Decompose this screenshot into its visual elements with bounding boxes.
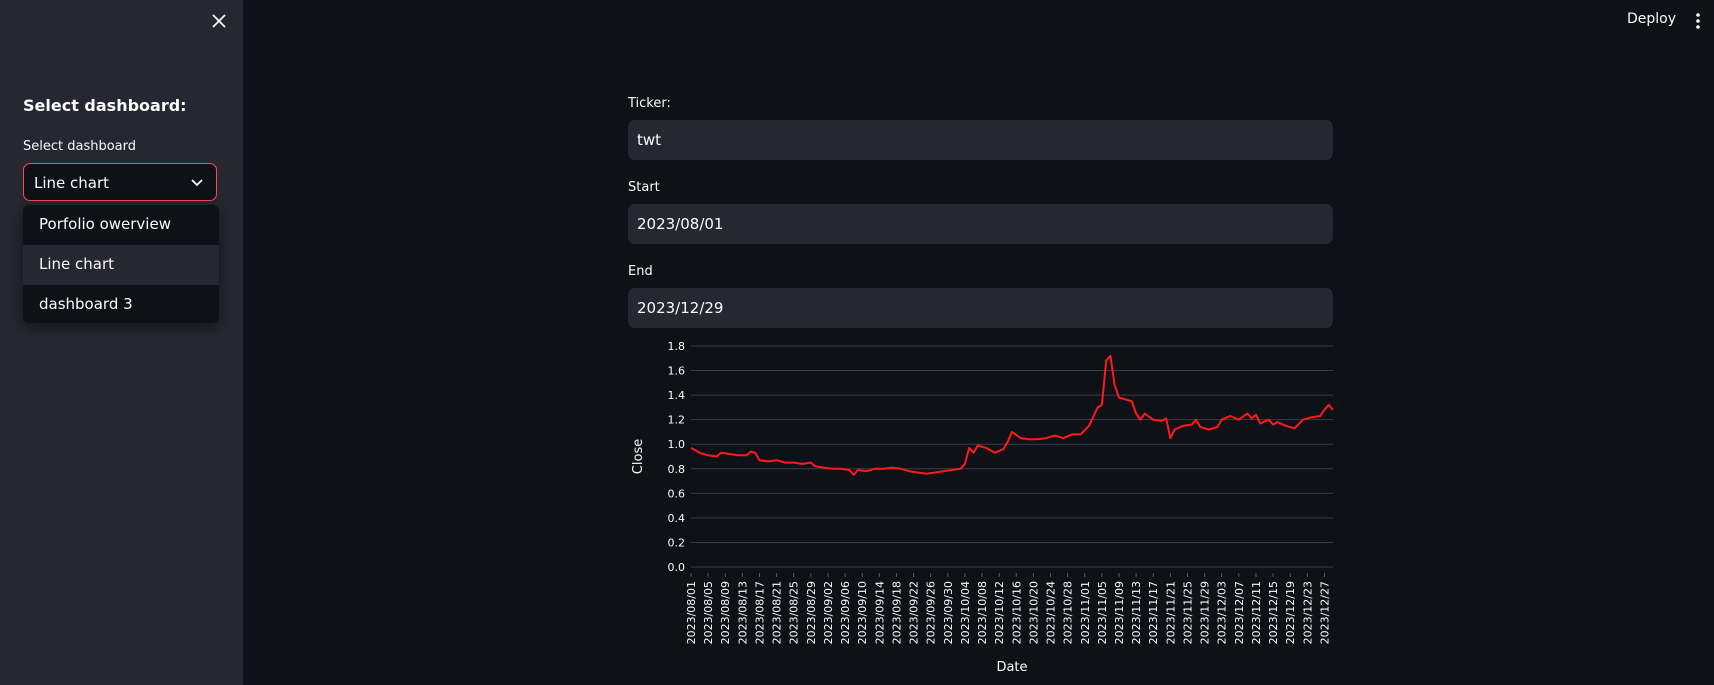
more-vertical-icon[interactable] bbox=[1690, 10, 1706, 32]
x-tick-label: 2023/09/26 bbox=[925, 581, 938, 644]
x-tick-label: 2023/08/29 bbox=[805, 581, 818, 644]
x-tick-label: 2023/08/13 bbox=[736, 581, 749, 644]
sidebar: Select dashboard: Select dashboard Line … bbox=[0, 0, 243, 685]
y-tick-label: 0.2 bbox=[668, 536, 686, 549]
x-tick-label: 2023/08/09 bbox=[719, 581, 732, 644]
x-tick-label: 2023/09/14 bbox=[873, 581, 886, 644]
x-tick-label: 2023/12/03 bbox=[1216, 581, 1229, 644]
y-tick-label: 0.8 bbox=[668, 463, 686, 476]
deploy-button[interactable]: Deploy bbox=[1627, 11, 1677, 27]
select-value: Line chart bbox=[34, 174, 110, 192]
x-tick-label: 2023/11/17 bbox=[1147, 581, 1160, 644]
x-tick-label: 2023/10/04 bbox=[959, 581, 972, 644]
x-tick-label: 2023/09/10 bbox=[856, 581, 869, 644]
x-tick-label: 2023/10/16 bbox=[1010, 581, 1023, 644]
x-tick-label: 2023/08/21 bbox=[771, 581, 784, 644]
x-tick-label: 2023/12/27 bbox=[1318, 581, 1331, 644]
x-tick-label: 2023/11/25 bbox=[1181, 581, 1194, 644]
option-line-chart[interactable]: Line chart bbox=[23, 245, 219, 285]
dashboard-dropdown: Porfolio owerview Line chart dashboard 3 bbox=[23, 205, 219, 323]
x-tick-label: 2023/08/17 bbox=[753, 581, 766, 644]
y-tick-label: 1.0 bbox=[668, 438, 686, 451]
x-tick-label: 2023/09/06 bbox=[839, 581, 852, 644]
ticker-label: Ticker: bbox=[628, 96, 671, 111]
y-tick-label: 1.6 bbox=[668, 365, 686, 378]
x-tick-label: 2023/08/01 bbox=[685, 581, 698, 644]
chevron-down-icon bbox=[191, 179, 203, 187]
x-tick-label: 2023/10/24 bbox=[1045, 581, 1058, 644]
close-price-line-chart: 0.0 0.2 0.4 0.6 0.8 1.0 1.2 1.4 1.6 1.8 2023/08/0… bbox=[631, 340, 1334, 675]
end-label: End bbox=[628, 264, 653, 279]
x-axis-title: Date bbox=[996, 660, 1027, 675]
x-tick-label: 2023/12/23 bbox=[1301, 581, 1314, 644]
x-tick-label: 2023/08/25 bbox=[788, 581, 801, 644]
x-tick-label: 2023/12/15 bbox=[1267, 581, 1280, 644]
x-tick-label: 2023/09/02 bbox=[822, 581, 835, 644]
x-tick-label: 2023/11/29 bbox=[1199, 581, 1212, 644]
x-tick-label: 2023/10/08 bbox=[976, 581, 989, 644]
x-tick-label: 2023/09/18 bbox=[890, 581, 903, 644]
option-dashboard-3[interactable]: dashboard 3 bbox=[39, 295, 133, 313]
x-tick-label: 2023/10/12 bbox=[993, 581, 1006, 644]
x-tick-label: 2023/10/20 bbox=[1027, 581, 1040, 644]
x-tick-label: 2023/11/05 bbox=[1096, 581, 1109, 644]
x-tick-label: 2023/09/22 bbox=[908, 581, 921, 644]
dashboard-select[interactable]: Line chart bbox=[23, 163, 217, 201]
x-tick-label: 2023/12/11 bbox=[1250, 581, 1263, 644]
x-tick-label: 2023/10/28 bbox=[1062, 581, 1075, 644]
y-tick-label: 0.6 bbox=[668, 487, 686, 500]
start-label: Start bbox=[628, 180, 660, 195]
ticker-input[interactable] bbox=[628, 120, 1333, 160]
y-tick-label: 1.2 bbox=[668, 414, 686, 427]
option-portfolio-overview[interactable]: Porfolio owerview bbox=[39, 215, 171, 233]
x-tick-label: 2023/11/21 bbox=[1164, 581, 1177, 644]
x-tick-label: 2023/11/13 bbox=[1130, 581, 1143, 644]
y-axis-title: Close bbox=[631, 439, 646, 474]
x-tick-label: 2023/08/05 bbox=[702, 581, 715, 644]
y-tick-label: 1.4 bbox=[668, 389, 686, 402]
end-date-input[interactable] bbox=[628, 288, 1333, 328]
close-icon[interactable] bbox=[208, 10, 230, 32]
series-line bbox=[690, 354, 1334, 476]
x-tick-label: 2023/11/01 bbox=[1079, 581, 1092, 644]
start-date-input[interactable] bbox=[628, 204, 1333, 244]
x-tick-label: 2023/12/07 bbox=[1233, 581, 1246, 644]
x-tick-label: 2023/09/30 bbox=[942, 581, 955, 644]
sidebar-heading: Select dashboard: bbox=[23, 96, 187, 115]
y-tick-label: 0.0 bbox=[668, 561, 686, 574]
select-label: Select dashboard bbox=[23, 139, 137, 154]
x-tick-label: 2023/11/09 bbox=[1113, 581, 1126, 644]
y-tick-label: 1.8 bbox=[668, 340, 686, 353]
y-tick-label: 0.4 bbox=[668, 512, 686, 525]
x-tick-label: 2023/12/19 bbox=[1284, 581, 1297, 644]
